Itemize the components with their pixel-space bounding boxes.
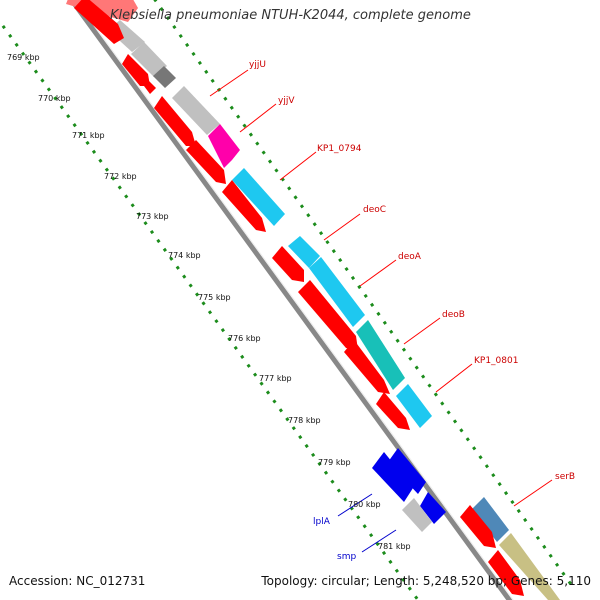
cds-7[interactable]: [272, 246, 304, 282]
gene-label-serB[interactable]: serB: [555, 472, 575, 482]
gene-label-yjjU[interactable]: yjjU: [249, 60, 266, 70]
gene-KP1_0794[interactable]: [232, 168, 285, 226]
cds-1[interactable]: [74, 0, 124, 44]
gene-gray-2[interactable]: [172, 86, 220, 135]
gene-label-smp[interactable]: smp: [337, 552, 356, 562]
inner-tick-track: [0, 19, 420, 600]
tick-label: 777 kbp: [259, 374, 292, 383]
gene-label-lplA[interactable]: lplA: [313, 517, 331, 527]
tick-label: 770 kbp: [38, 94, 71, 103]
cds-10[interactable]: [376, 392, 410, 430]
tick-label: 772 kbp: [104, 172, 137, 181]
gene-label-KP1_0794[interactable]: KP1_0794: [317, 144, 362, 154]
gene-smp[interactable]: [402, 498, 432, 532]
cds-5[interactable]: [186, 140, 226, 184]
gene-label-deoC[interactable]: deoC: [363, 205, 386, 215]
accession-label: Accession: NC_012731: [9, 574, 146, 588]
gene-label-KP1_0801[interactable]: KP1_0801: [474, 356, 518, 366]
cds-9[interactable]: [344, 340, 390, 394]
cds-2[interactable]: [122, 54, 150, 86]
gene-gray-1[interactable]: [131, 42, 167, 77]
gene-KP1_0801[interactable]: [396, 384, 432, 428]
cds-serB-2[interactable]: [488, 550, 524, 596]
forward-features: [66, 0, 560, 600]
tick-label: 769 kbp: [7, 53, 40, 62]
tick-label: 778 kbp: [288, 416, 321, 425]
gene-blue-2[interactable]: [388, 448, 426, 494]
gene-deoB[interactable]: [356, 320, 405, 390]
gene-label-deoA[interactable]: deoA: [398, 252, 422, 262]
tick-label: 773 kbp: [136, 212, 169, 221]
genome-summary: Topology: circular; Length: 5,248,520 bp…: [261, 574, 591, 588]
cds-4[interactable]: [154, 96, 196, 146]
cds-6[interactable]: [222, 180, 266, 232]
tick-label: 774 kbp: [168, 251, 201, 260]
genome-backbone-highlight: [74, 0, 514, 600]
gene-labels: yjjU yjjV KP1_0794 deoC deoA deoB KP1_08…: [249, 60, 575, 562]
gene-serB-khaki[interactable]: [499, 533, 560, 600]
tick-label: 781 kbp: [378, 542, 411, 551]
reverse-features: [372, 448, 446, 532]
tick-label: 780 kbp: [348, 500, 381, 509]
cds-3[interactable]: [144, 80, 156, 94]
gene-yjjV[interactable]: [208, 124, 240, 168]
gene-blue-3[interactable]: [420, 492, 446, 524]
gene-label-deoB[interactable]: deoB: [442, 310, 465, 320]
leader-lines: [209, 69, 553, 553]
cds-serB[interactable]: [460, 505, 496, 548]
tick-label: 779 kbp: [318, 458, 351, 467]
gene-serB-steel[interactable]: [472, 497, 509, 542]
gene-dark-gray[interactable]: [153, 66, 176, 88]
gene-label-yjjV[interactable]: yjjV: [278, 96, 295, 106]
genome-backbone: [68, 0, 513, 600]
gene-blue-1[interactable]: [372, 452, 413, 502]
tick-label: 775 kbp: [198, 293, 231, 302]
map-title: Klebsiella pneumoniae NTUH-K2044, comple…: [110, 8, 471, 23]
tick-label: 776 kbp: [228, 334, 261, 343]
tick-label: 771 kbp: [72, 131, 105, 140]
gene-deoA[interactable]: [309, 257, 365, 327]
gene-deoC[interactable]: [288, 236, 320, 268]
cds-features: [74, 0, 524, 596]
cds-8[interactable]: [298, 280, 358, 350]
tick-labels: 769 kbp 770 kbp 771 kbp 772 kbp 773 kbp …: [7, 53, 411, 551]
